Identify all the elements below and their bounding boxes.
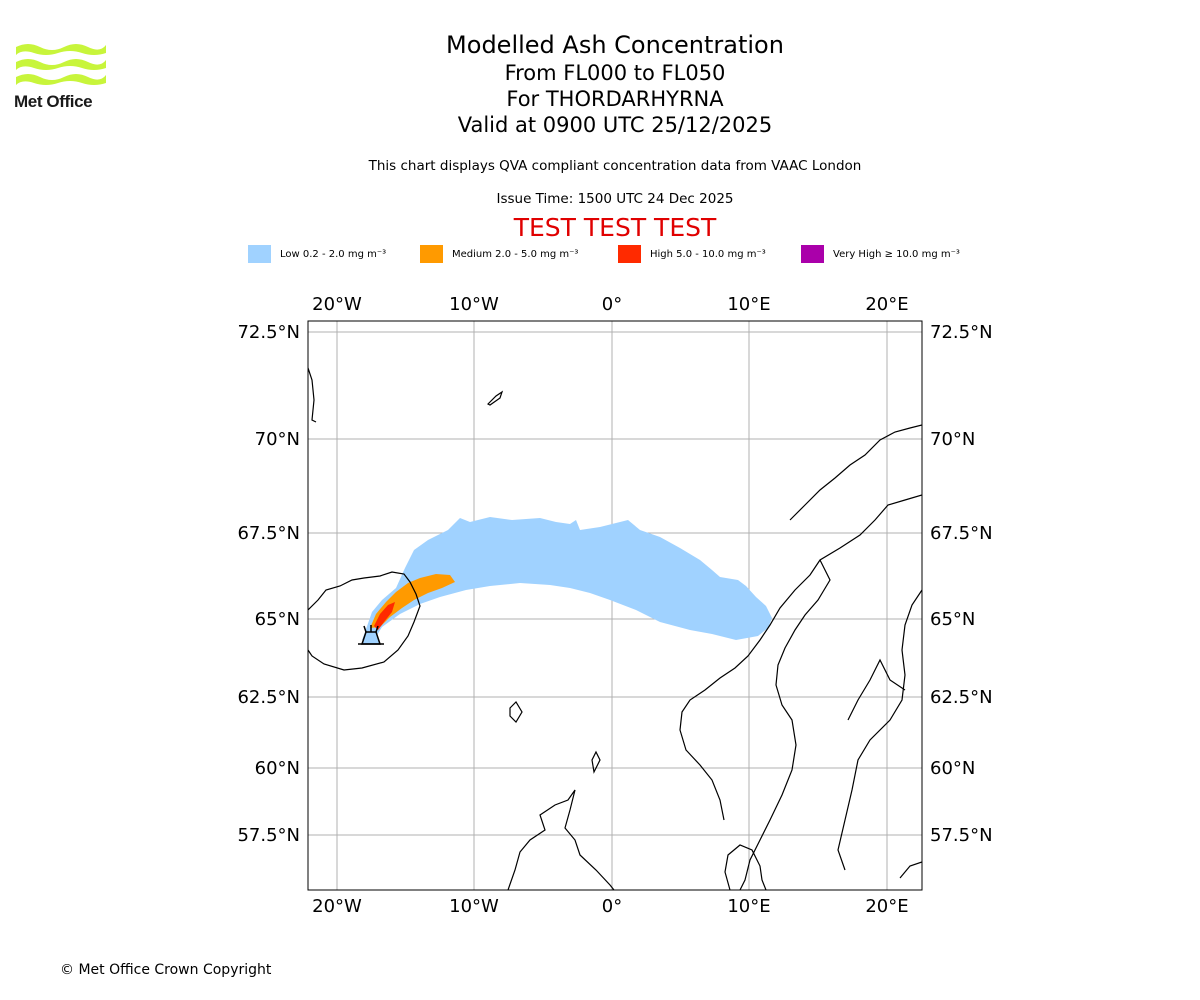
lon-label-bottom-20w: 20°W: [312, 896, 362, 917]
ash-plume-medium: [370, 574, 455, 628]
lat-label-left-62-5: 62.5°N: [237, 687, 300, 708]
lat-label-right-72-5: 72.5°N: [930, 322, 993, 343]
lat-label-right-57-5: 57.5°N: [930, 825, 993, 846]
lat-label-right-65: 65°N: [930, 609, 975, 630]
info-text: This chart displays QVA compliant concen…: [368, 158, 862, 174]
ash-plume-low: [362, 517, 772, 640]
coast-scotland: [507, 789, 615, 890]
legend-item-medium: Medium 2.0 - 5.0 mg m⁻³: [420, 244, 578, 264]
lon-label-bottom-10w: 10°W: [449, 896, 499, 917]
met-office-waves-icon: [16, 44, 106, 85]
legend-label-high: High 5.0 - 10.0 mg m⁻³: [650, 248, 766, 260]
title-main: Modelled Ash Concentration: [446, 31, 784, 59]
lon-label-top-10e: 10°E: [727, 294, 770, 315]
title-volcano: For THORDARHYRNA: [506, 87, 724, 111]
legend-item-high: High 5.0 - 10.0 mg m⁻³: [618, 244, 766, 264]
test-banner: TEST TEST TEST: [513, 213, 717, 242]
lon-label-bottom-20e: 20°E: [865, 896, 908, 917]
legend-label-medium: Medium 2.0 - 5.0 mg m⁻³: [452, 248, 579, 260]
issue-time: Issue Time: 1500 UTC 24 Dec 2025: [496, 191, 734, 207]
lon-labels-bottom: 20°W 10°W 0° 10°E 20°E: [312, 896, 908, 917]
chart-title: Modelled Ash Concentration From FL000 to…: [0, 30, 1200, 138]
legend-item-low: Low 0.2 - 2.0 mg m⁻³: [248, 244, 386, 264]
legend-item-very-high: Very High ≥ 10.0 mg m⁻³: [801, 244, 960, 264]
lat-label-right-62-5: 62.5°N: [930, 687, 993, 708]
lon-label-top-10w: 10°W: [449, 294, 499, 315]
lon-label-top-20w: 20°W: [312, 294, 362, 315]
lon-labels-top: 20°W 10°W 0° 10°E 20°E: [312, 294, 908, 315]
lat-label-right-67-5: 67.5°N: [930, 523, 993, 544]
coast-sweden-east: [847, 658, 906, 721]
legend-swatch-very-high: [801, 245, 824, 263]
volcano-icon: [358, 625, 384, 645]
legend-label-very-high: Very High ≥ 10.0 mg m⁻³: [833, 248, 960, 260]
met-office-wordmark: Met Office: [14, 92, 93, 111]
lat-label-left-72-5: 72.5°N: [237, 322, 300, 343]
lat-label-right-60: 60°N: [930, 758, 975, 779]
coast-jan-mayen: [486, 390, 504, 406]
coast-denmark: [724, 844, 767, 890]
lat-label-left-70: 70°N: [255, 429, 300, 450]
coast-sweden: [739, 559, 831, 890]
legend: Low 0.2 - 2.0 mg m⁻³ Medium 2.0 - 5.0 mg…: [248, 244, 1008, 264]
title-levels: From FL000 to FL050: [504, 61, 726, 85]
lat-label-left-67-5: 67.5°N: [237, 523, 300, 544]
lat-label-left-57-5: 57.5°N: [237, 825, 300, 846]
lat-label-right-70: 70°N: [930, 429, 975, 450]
copyright-notice: © Met Office Crown Copyright: [60, 962, 272, 978]
lat-labels-right: 72.5°N 70°N 67.5°N 65°N 62.5°N 60°N 57.5…: [930, 322, 993, 846]
map-frame: [307, 320, 923, 891]
map-content: [308, 321, 922, 890]
ash-plume-high: [374, 602, 395, 630]
title-valid-time: Valid at 0900 UTC 25/12/2025: [457, 113, 773, 137]
lat-labels-left: 72.5°N 70°N 67.5°N 65°N 62.5°N 60°N 57.5…: [237, 322, 300, 846]
coast-iceland: [308, 571, 421, 671]
lon-label-top-0: 0°: [602, 294, 622, 315]
lon-label-bottom-0: 0°: [602, 896, 622, 917]
coast-faroe: [509, 701, 523, 723]
lat-label-left-65: 65°N: [255, 609, 300, 630]
coast-norway-north: [789, 424, 922, 521]
met-office-logo: [16, 44, 106, 85]
legend-label-low: Low 0.2 - 2.0 mg m⁻³: [280, 248, 387, 260]
coastlines: [308, 367, 922, 890]
lon-label-bottom-10e: 10°E: [727, 896, 770, 917]
lat-label-left-60: 60°N: [255, 758, 300, 779]
coast-estonia: [899, 861, 922, 879]
coast-shetland: [591, 750, 601, 774]
legend-swatch-high: [618, 245, 641, 263]
legend-swatch-low: [248, 245, 271, 263]
legend-swatch-medium: [420, 245, 443, 263]
lon-label-top-20e: 20°E: [865, 294, 908, 315]
coast-finland-baltic: [837, 589, 922, 871]
coast-norway: [679, 494, 922, 821]
coast-greenland: [308, 367, 317, 423]
